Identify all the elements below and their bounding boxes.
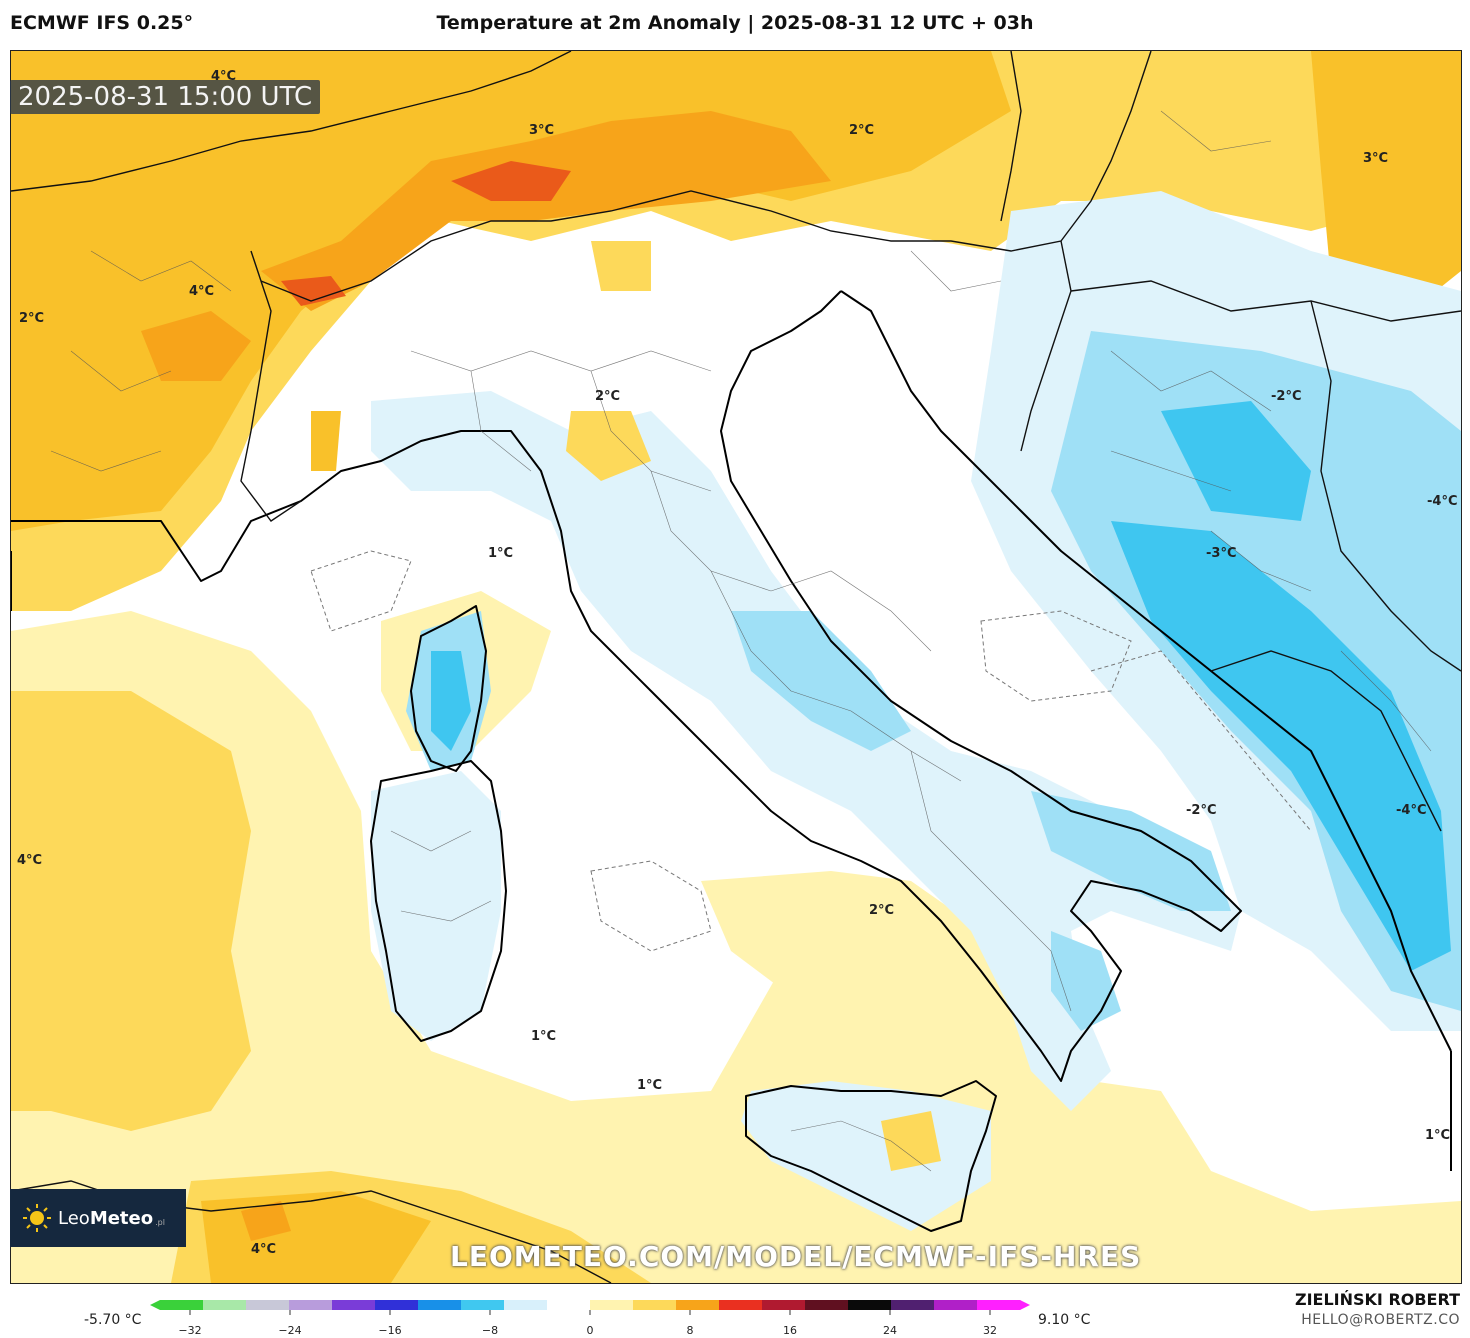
contour-label: 4°C (17, 853, 43, 868)
colorbar-tick-label: 32 (983, 1324, 997, 1337)
contour-label: 4°C (189, 284, 215, 299)
contour-label: 4°C (251, 1242, 277, 1257)
cool-field-italy (371, 391, 1241, 1111)
leometeo-logo[interactable]: LeoMeteo .pl (10, 1189, 186, 1247)
colorbar-segment (246, 1300, 290, 1310)
contour-label: 1°C (637, 1078, 663, 1093)
colorbar-tick-label: 24 (883, 1324, 897, 1337)
contour-label: 3°C (1363, 151, 1389, 166)
colorbar-segment (934, 1300, 978, 1310)
colorbar-segment (203, 1300, 247, 1310)
colorbar-segment (676, 1300, 720, 1310)
colorbar-segment (977, 1300, 1021, 1310)
sun-icon (23, 1204, 51, 1232)
colorbar-tick-label: −24 (278, 1324, 302, 1337)
contour-label: 2°C (19, 311, 45, 326)
colorbar-segment (289, 1300, 333, 1310)
contour-label: -3°C (1206, 546, 1237, 561)
colorbar-segment (762, 1300, 806, 1310)
colorbar-tick-label: 8 (686, 1324, 694, 1337)
chart-title: Temperature at 2m Anomaly | 2025-08-31 1… (436, 12, 1034, 34)
colorbar-tick-label: −32 (178, 1324, 202, 1337)
contour-label: -4°C (1427, 494, 1458, 509)
contour-label: -2°C (1271, 389, 1302, 404)
country-borders (11, 51, 1461, 1283)
anomaly-map (11, 51, 1461, 1283)
colorbar-segment (504, 1300, 548, 1310)
contour-label: 2°C (595, 389, 621, 404)
colorbar-min-arrow (150, 1300, 160, 1310)
colorbar-segment (461, 1300, 505, 1310)
colorbar-segment (375, 1300, 419, 1310)
colorbar-tick-label: 16 (783, 1324, 797, 1337)
contour-label: 1°C (1425, 1128, 1451, 1143)
colorbar-segment (590, 1300, 634, 1310)
author-email[interactable]: HELLO@ROBERTZ.CO (1301, 1312, 1460, 1328)
contour-label: 1°C (531, 1029, 557, 1044)
contour-label: 1°C (488, 546, 514, 561)
contour-label: 2°C (849, 123, 875, 138)
contour-label: -2°C (1186, 803, 1217, 818)
logo-suffix: .pl (155, 1217, 165, 1227)
colorbar-segment (418, 1300, 462, 1310)
colorbar (150, 1300, 1030, 1315)
map-panel: 4°C 3°C 2°C 3°C 4°C 2°C 2°C -2°C -4°C -3… (10, 50, 1462, 1284)
model-name: ECMWF IFS 0.25° (10, 12, 194, 34)
source-watermark: LEOMETEO.COM/MODEL/ECMWF-IFS-HRES (450, 1240, 1142, 1273)
colorbar-tick-label: 0 (586, 1324, 594, 1337)
colorbar-segment (891, 1300, 935, 1310)
region-borders (50, 110, 1432, 1172)
colorbar-segment (805, 1300, 849, 1310)
colorbar-segment (332, 1300, 376, 1310)
coastlines (11, 290, 1452, 1232)
colorbar-max-label: 9.10 °C (1038, 1312, 1091, 1328)
colorbar-min-label: -5.70 °C (84, 1312, 142, 1328)
contour-label: 2°C (869, 903, 895, 918)
contour-label: 3°C (529, 123, 555, 138)
warm-field-south-sea (11, 611, 1461, 1283)
logo-wordmark: LeoMeteo (58, 1207, 154, 1229)
valid-time-badge: 2025-08-31 15:00 UTC (10, 80, 321, 114)
colorbar-tick-label: −8 (481, 1324, 499, 1337)
colorbar-segment (848, 1300, 892, 1310)
contours (310, 550, 1312, 952)
colorbar-segment (160, 1300, 204, 1310)
colorbar-tick-label: −16 (378, 1324, 402, 1337)
warm-field-alps-orange (261, 111, 831, 311)
colorbar-segment (633, 1300, 677, 1310)
author-name: ZIELIŃSKI ROBERT (1294, 1290, 1460, 1309)
colorbar-max-arrow (1020, 1300, 1030, 1310)
colorbar-segment (719, 1300, 763, 1310)
contour-label: -4°C (1396, 803, 1427, 818)
colorbar-segment (547, 1300, 591, 1310)
